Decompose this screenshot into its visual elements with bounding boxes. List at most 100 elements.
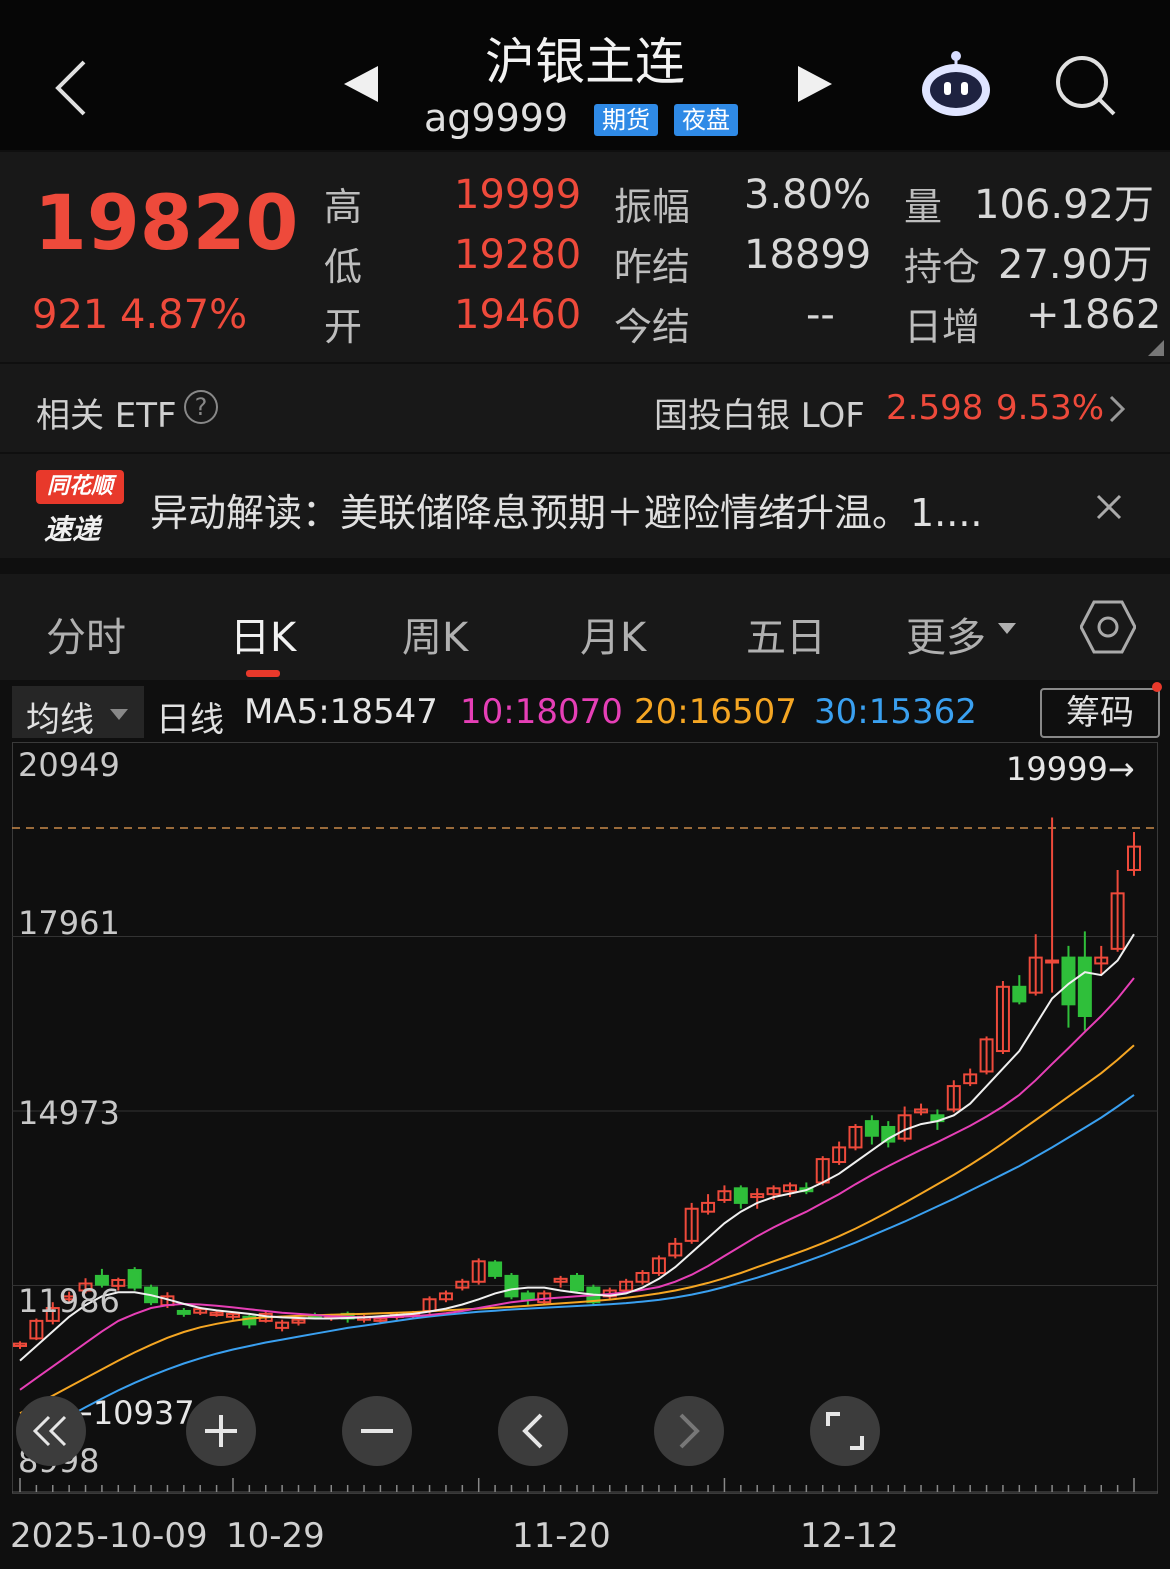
candle-body	[832, 1146, 847, 1164]
candle-body	[782, 1184, 797, 1193]
candle-body	[1110, 892, 1125, 950]
help-icon[interactable]: ?	[184, 390, 218, 424]
candle-body	[291, 1318, 306, 1324]
candle-body	[570, 1274, 584, 1292]
ma5-value: MA5:18547	[244, 692, 438, 732]
candle-body	[111, 1278, 126, 1287]
prev-contract-icon[interactable]	[342, 64, 380, 108]
tab-weekly-k[interactable]: 周K	[402, 615, 469, 661]
period-label: 日线	[156, 700, 224, 740]
chart-frame	[12, 742, 1158, 1494]
futures-tag: 期货	[594, 104, 658, 136]
candle-body	[62, 1295, 77, 1301]
open-label: 开	[324, 305, 363, 349]
candle-body	[651, 1257, 666, 1274]
chip-distribution-button[interactable]: 筹码	[1040, 688, 1160, 738]
candle-body	[684, 1207, 699, 1242]
candle-body	[1012, 985, 1027, 1003]
ma5-line	[19, 933, 1135, 1362]
price-change: 921	[32, 292, 109, 338]
candle-body	[373, 1317, 388, 1322]
x-tick-label: 2025-10-09	[10, 1516, 208, 1556]
chevron-right-icon[interactable]	[1108, 394, 1126, 428]
candle-body	[193, 1308, 208, 1314]
quote-panel	[0, 152, 1170, 362]
price-change-pct: 4.87%	[120, 292, 248, 338]
candle-body	[1028, 956, 1043, 994]
candlestick-chart[interactable]	[12, 742, 1158, 1494]
ma20-value: 20:16507	[634, 692, 797, 732]
next-contract-icon[interactable]	[796, 64, 834, 108]
high-label: 高	[324, 185, 363, 229]
news-banner[interactable]	[0, 454, 1170, 558]
expand-corner-icon[interactable]	[1148, 340, 1164, 360]
zoom-out-button[interactable]	[342, 1396, 412, 1466]
chart-settings-icon[interactable]	[1079, 600, 1137, 658]
tab-five-day[interactable]: 五日	[746, 615, 826, 661]
indicator-select-label: 均线	[26, 700, 94, 740]
candle-body	[717, 1190, 732, 1201]
zoom-in-button[interactable]	[186, 1396, 256, 1466]
active-tab-indicator	[246, 670, 280, 677]
robot-assistant-icon[interactable]	[918, 48, 994, 122]
back-icon[interactable]	[52, 58, 92, 118]
candle-body	[1127, 845, 1141, 871]
candle-body	[848, 1125, 863, 1149]
candle-body	[29, 1319, 44, 1340]
ma30-line	[19, 1094, 1135, 1444]
candle-body	[45, 1307, 60, 1322]
scroll-start-button[interactable]	[16, 1396, 86, 1466]
tab-daily-k[interactable]: 日K	[230, 615, 297, 661]
more-dropdown-icon[interactable]	[998, 620, 1016, 639]
candle-body	[471, 1260, 486, 1283]
prev-settle-label: 昨结	[614, 245, 691, 289]
candle-body	[766, 1187, 781, 1196]
candle-body	[520, 1292, 535, 1301]
candle-body	[701, 1201, 716, 1213]
low-label: 低	[324, 245, 363, 289]
search-icon[interactable]	[1054, 54, 1118, 122]
candle-body	[275, 1321, 290, 1329]
high-value: 19999	[454, 172, 582, 218]
candle-body	[963, 1073, 978, 1085]
period-tabs	[0, 574, 1170, 680]
y-tick-label: 11986	[18, 1282, 120, 1320]
tab-intraday[interactable]: 分时	[46, 615, 126, 661]
volume-label: 量	[904, 185, 943, 229]
last-price: 19820	[34, 178, 299, 267]
settle-value: --	[806, 292, 835, 338]
volume-value: 106.92万	[974, 182, 1154, 228]
related-etf-label: 相关 ETF	[36, 396, 177, 436]
amplitude-label: 振幅	[614, 185, 691, 229]
etf-name: 国投白银 LOF	[654, 396, 865, 436]
scroll-right-button[interactable]	[654, 1396, 724, 1466]
candle-body	[127, 1269, 142, 1289]
close-icon[interactable]	[1096, 494, 1122, 524]
candle-body	[914, 1108, 929, 1114]
prev-settle-value: 18899	[744, 232, 872, 278]
x-tick-label: 12-12	[800, 1516, 899, 1556]
ma10-line	[19, 977, 1135, 1391]
news-text: 异动解读：美联储降息预期＋避险情绪升温。1....	[150, 491, 983, 535]
ma10-value: 10:18070	[460, 692, 623, 732]
candle-body	[78, 1282, 93, 1292]
y-tick-label: 14973	[18, 1094, 120, 1132]
fullscreen-button[interactable]	[810, 1396, 880, 1466]
candle-body	[242, 1315, 257, 1326]
tab-more[interactable]: 更多	[906, 615, 986, 661]
notification-dot	[1152, 682, 1162, 692]
candle-body	[1045, 959, 1060, 964]
candle-body	[504, 1274, 519, 1298]
scroll-left-button[interactable]	[498, 1396, 568, 1466]
candle-body	[750, 1193, 765, 1199]
ma20-line	[19, 1044, 1135, 1415]
y-tick-label: 17961	[18, 904, 120, 942]
ma30-value: 30:15362	[814, 692, 977, 732]
candle-body	[94, 1274, 109, 1286]
max-price-label: 19999→	[1006, 750, 1135, 788]
news-badge-bottom: 速递	[44, 513, 101, 546]
news-badge: 同花顺 速递	[36, 470, 126, 546]
candle-body	[176, 1309, 191, 1315]
tab-monthly-k[interactable]: 月K	[580, 615, 647, 661]
y-tick-label: 20949	[18, 746, 120, 784]
